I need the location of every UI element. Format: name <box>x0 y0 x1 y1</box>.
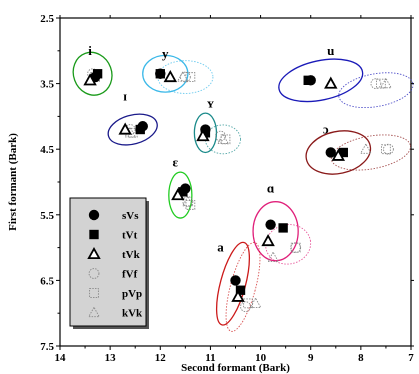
vowel-ellipse <box>107 113 158 146</box>
x-tick-label: 14 <box>55 352 67 364</box>
point-tVt <box>92 69 103 79</box>
point-tVt <box>235 285 246 295</box>
point-sVs <box>325 147 336 158</box>
y-tick-label: 4.5 <box>40 144 54 156</box>
legend-marker-sVs <box>88 209 100 221</box>
point-tVk <box>331 148 346 161</box>
x-tick-label: 11 <box>205 352 215 364</box>
legend: sVs tVt tVk fVf pVp kVk <box>69 197 149 329</box>
point-kVk <box>216 133 229 144</box>
point-fVf <box>124 124 136 135</box>
y-tick-label: 2.5 <box>40 13 54 25</box>
legend-marker-tVt <box>89 229 99 240</box>
y-tick-label: 6.5 <box>40 275 54 287</box>
point-pVp <box>381 144 391 155</box>
vowel-label: ʏ <box>207 95 214 110</box>
legend-label: tVt <box>122 230 138 242</box>
x-tick-label: 7 <box>408 352 414 364</box>
point-tVk <box>261 233 275 247</box>
x-tick-label: 8 <box>358 352 364 364</box>
point-tVt <box>135 124 145 135</box>
vowel-ellipse <box>278 58 364 103</box>
x-tick-label: 9 <box>308 352 314 364</box>
point-tVk <box>324 76 338 89</box>
point-kVk <box>379 77 392 89</box>
vowel-ellipse <box>168 171 193 219</box>
point-tVt <box>338 147 348 158</box>
vowel-ellipse <box>305 130 372 175</box>
point-tVt <box>178 187 188 197</box>
vowel-label: ɛ <box>173 154 179 169</box>
vowel-label: ɑ <box>267 181 275 196</box>
y-tick-label: 7.5 <box>40 341 54 353</box>
point-tVk <box>196 129 210 142</box>
vowel-label: i <box>88 43 92 58</box>
point-sVs <box>265 219 276 230</box>
point-pVp <box>185 200 196 210</box>
vowel-label: u <box>327 43 334 58</box>
x-tick-label: 13 <box>105 352 117 364</box>
x-tick-label: 10 <box>255 352 267 364</box>
point-tVt <box>155 69 165 79</box>
vowel-ellipse <box>72 51 113 96</box>
legend-marker-tVk <box>87 246 101 260</box>
vowel-ellipses <box>72 51 414 332</box>
vowel-ellipse-dotted <box>330 134 411 171</box>
y-tick-label: 3.5 <box>40 79 54 91</box>
legend-marker-pVp <box>89 288 99 298</box>
axes: 14 13 12 11 10 9 8 7 2.5 3.5 4.5 5.5 6.5 7.5 <box>40 13 414 364</box>
point-tVk <box>171 188 185 201</box>
vowel-label: a <box>217 240 224 255</box>
vowel-label: ɔ <box>323 122 329 137</box>
point-tVk <box>83 73 97 86</box>
legend-label: kVk <box>122 308 143 320</box>
point-pVp <box>220 134 231 145</box>
point-tVk <box>163 69 178 83</box>
legend-label: tVk <box>122 249 141 261</box>
vowel-ellipse-dotted <box>225 242 261 332</box>
point-fVf <box>179 71 191 83</box>
vowel-ellipse <box>142 54 189 93</box>
point-fVf <box>290 242 302 253</box>
data-points <box>83 68 394 313</box>
point-fVf <box>370 78 382 89</box>
point-tVt <box>200 128 211 138</box>
point-tVt <box>278 223 288 233</box>
point-fVf <box>240 301 251 313</box>
legend-marker-fVf <box>88 268 100 279</box>
vowel-ellipse <box>252 201 299 262</box>
vowel-ellipse-dotted <box>338 72 414 109</box>
point-pVp <box>290 242 301 253</box>
y-tick-label: 5.5 <box>40 210 54 222</box>
point-pVp <box>243 298 253 309</box>
vowel-ellipse-dotted <box>204 124 241 155</box>
legend-label: pVp <box>122 288 142 300</box>
x-tick-label: 12 <box>155 352 167 364</box>
point-fVf <box>383 143 394 155</box>
point-tVk <box>231 289 245 302</box>
point-sVs <box>230 275 241 286</box>
legend-label: sVs <box>122 210 139 222</box>
vowel-labels: i y u ɪ ʏ ɔ ɛ ɑ a <box>88 43 334 255</box>
vowel-label: ɪ <box>123 89 127 104</box>
legend-label: fVf <box>122 269 138 281</box>
vowel-ellipse <box>193 112 218 154</box>
x-axis-title: Second formant (Bark) <box>181 362 290 374</box>
legend-box <box>69 197 147 327</box>
point-tVt <box>303 75 313 85</box>
y-axis-title: First formant (Bark) <box>7 133 19 231</box>
vowel-label: y <box>162 46 169 61</box>
point-tVk <box>118 122 132 135</box>
point-fVf <box>215 130 226 142</box>
